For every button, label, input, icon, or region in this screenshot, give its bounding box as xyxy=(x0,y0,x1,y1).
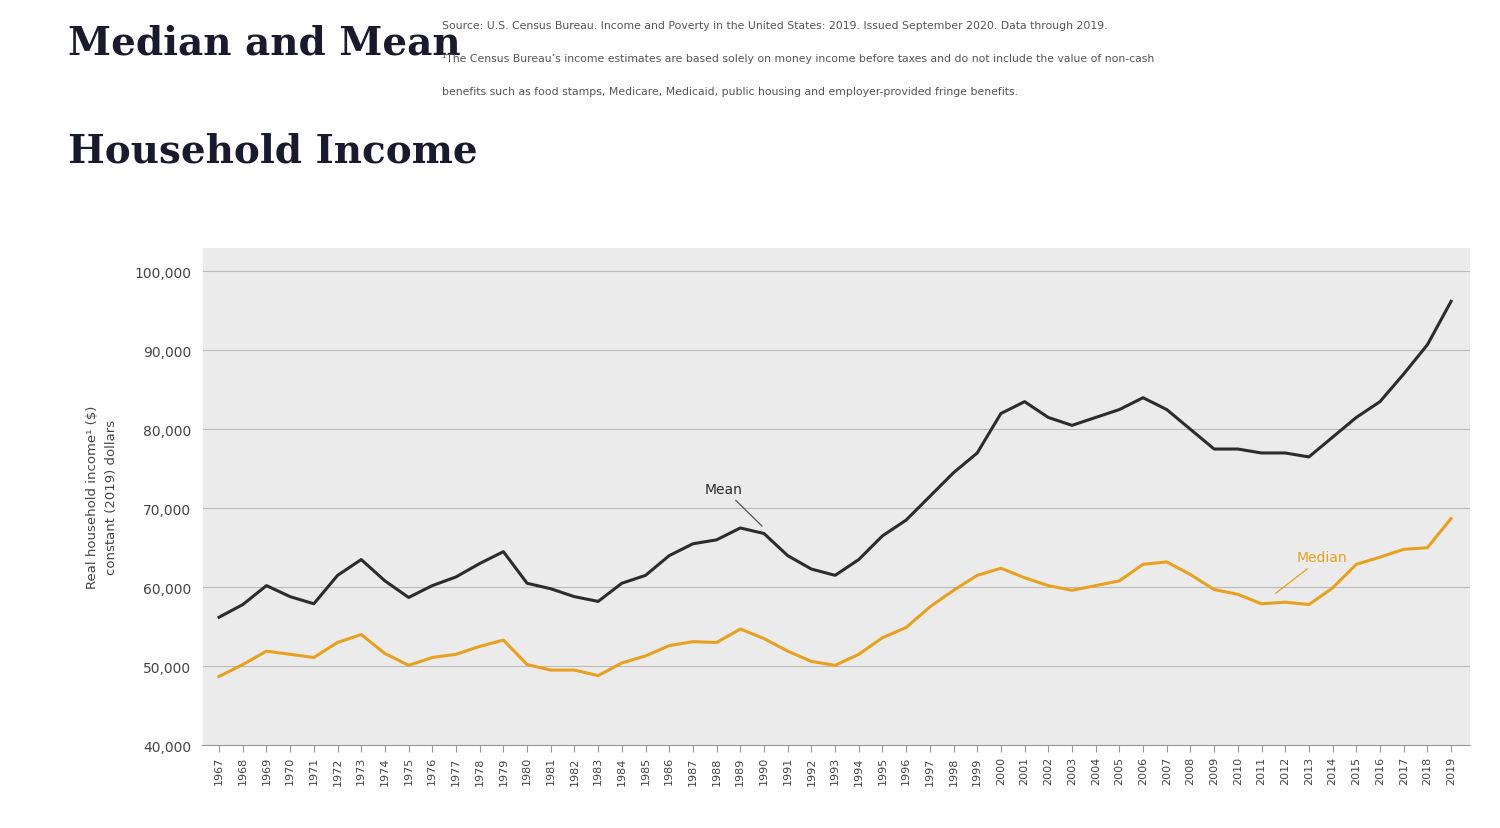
Text: Source: U.S. Census Bureau. Income and Poverty in the United States: 2019. Issue: Source: U.S. Census Bureau. Income and P… xyxy=(442,21,1108,31)
Text: Median and Mean: Median and Mean xyxy=(68,25,460,63)
Y-axis label: Real household income¹ ($)
constant (2019) dollars: Real household income¹ ($) constant (201… xyxy=(86,405,117,589)
Text: ¹The Census Bureau’s income estimates are based solely on money income before ta: ¹The Census Bureau’s income estimates ar… xyxy=(442,54,1155,64)
Text: Household Income: Household Income xyxy=(68,132,477,171)
Text: Median: Median xyxy=(1275,551,1347,594)
Text: Mean: Mean xyxy=(705,482,762,527)
Text: benefits such as food stamps, Medicare, Medicaid, public housing and employer-pr: benefits such as food stamps, Medicare, … xyxy=(442,87,1019,97)
